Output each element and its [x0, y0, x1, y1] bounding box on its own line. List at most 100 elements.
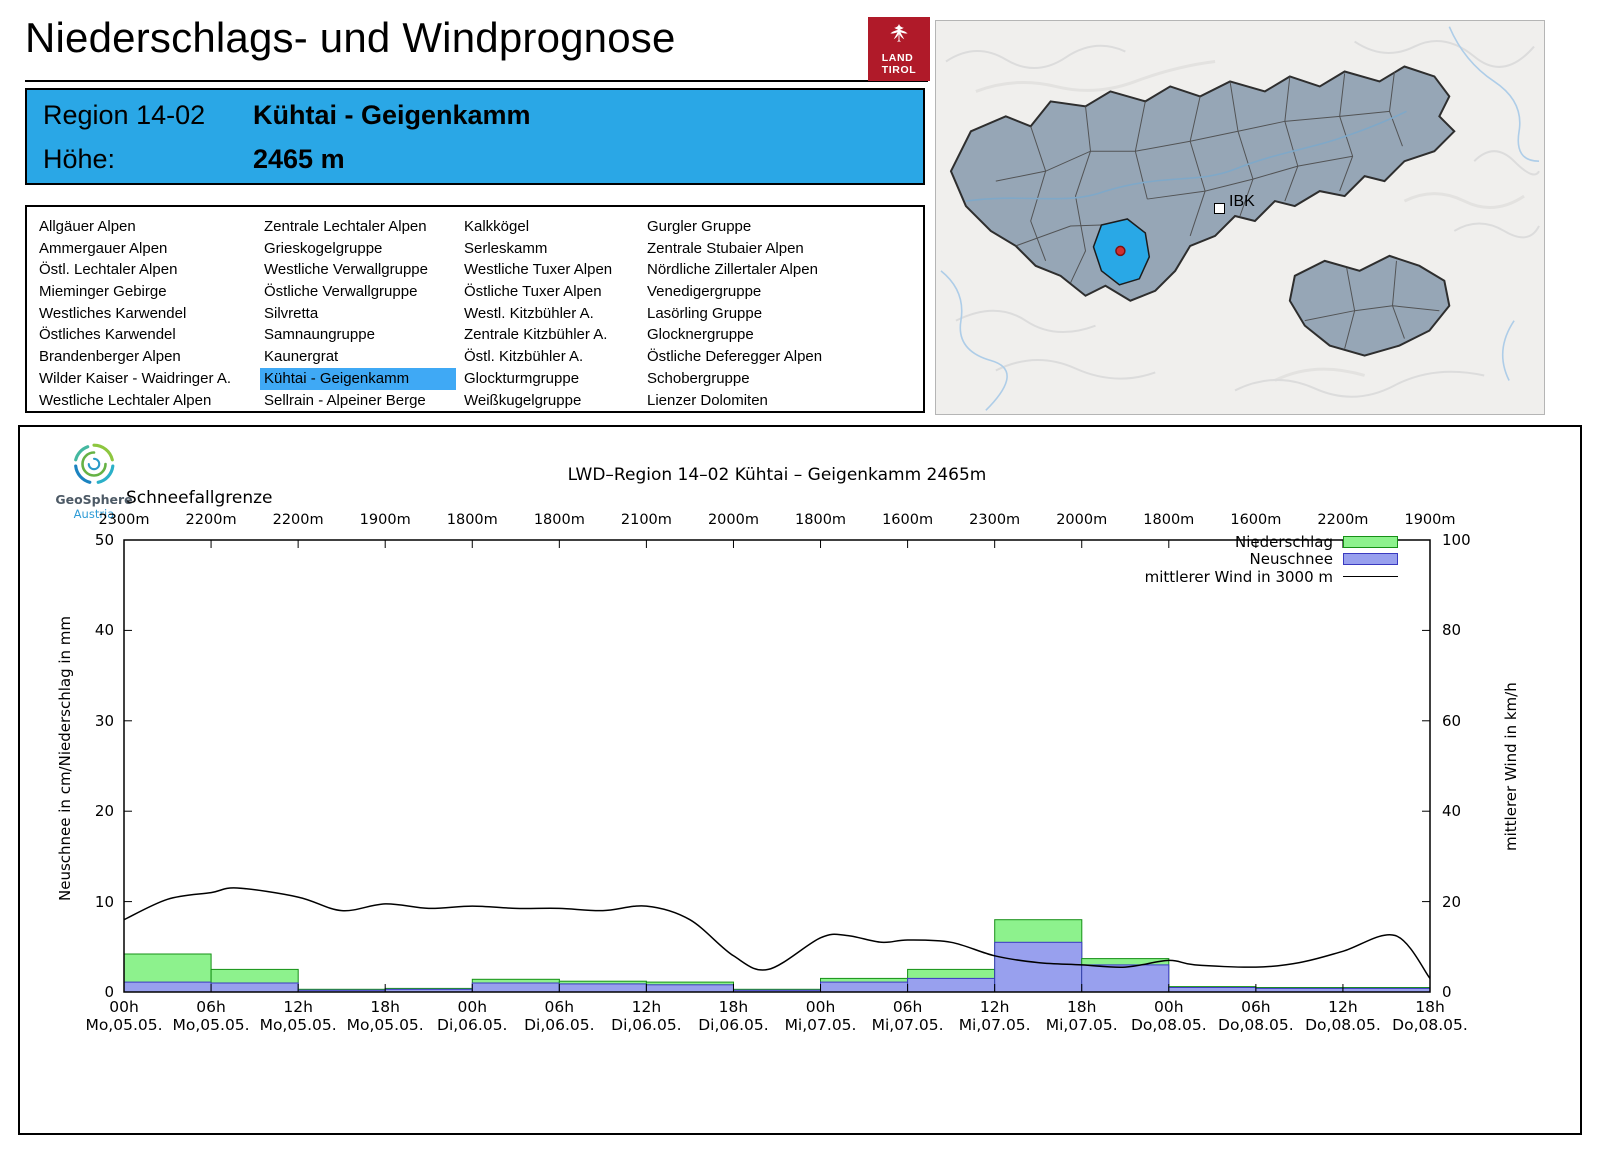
region-list-item[interactable]: Serleskamm: [464, 239, 548, 257]
y-tick-left: 20: [94, 802, 114, 821]
geosphere-sub: Austria: [73, 507, 115, 521]
snowline-value: 1600m: [1230, 512, 1282, 528]
region-list-item[interactable]: Zentrale Kitzbühler A.: [464, 326, 608, 344]
region-list-item[interactable]: Westl. Kitzbühler A.: [464, 304, 594, 322]
inn-river: [965, 110, 1407, 202]
station-marker: [1115, 245, 1126, 257]
y-tick-left: 30: [94, 711, 114, 730]
y-tick-right: 20: [1442, 892, 1462, 911]
chart-legend: Niederschlag Neuschnee mittlerer Wind in…: [1145, 533, 1398, 586]
region-list-item[interactable]: Westliches Karwendel: [39, 304, 187, 322]
region-list-item[interactable]: Östliche Tuxer Alpen: [464, 283, 602, 301]
legend-label-neuschnee: Neuschnee: [1249, 550, 1334, 569]
snowline-value: 2200m: [272, 512, 324, 528]
region-list-item[interactable]: Östliches Karwendel: [39, 326, 176, 344]
region-list-item[interactable]: Kalkkögel: [464, 218, 530, 235]
region-list-item[interactable]: Zentrale Stubaier Alpen: [647, 239, 804, 257]
y-tick-left: 0: [104, 983, 114, 1001]
region-list-item[interactable]: Glocknergruppe: [647, 326, 754, 344]
region-list-item[interactable]: Mieminger Gebirge: [39, 283, 167, 301]
snowline-value: 1800m: [1143, 512, 1195, 528]
y-tick-right: 60: [1442, 711, 1462, 730]
region-list-item[interactable]: Allgäuer Alpen: [39, 218, 136, 235]
y-tick-left: 10: [94, 892, 114, 911]
region-list-item-selected[interactable]: Kühtai - Geigenkamm: [260, 367, 456, 390]
region-list-item[interactable]: Grieskogelgruppe: [264, 239, 383, 257]
region-list-item[interactable]: Östl. Lechtaler Alpen: [39, 261, 178, 279]
tirol-logo-text: LAND TIROL: [881, 51, 917, 76]
region-list-item[interactable]: Samnaungruppe: [264, 326, 375, 344]
legend-label-wind: mittlerer Wind in 3000 m: [1144, 567, 1333, 586]
region-column-4: Gurgler Gruppe Zentrale Stubaier Alpen Nör…: [643, 216, 915, 411]
land-tirol-logo: LAND TIROL: [868, 17, 930, 81]
snowline-value: 1800m: [533, 512, 585, 528]
snowline-value: 2300m: [969, 512, 1021, 528]
geosphere-name: GeoSphere: [55, 492, 133, 507]
x-tick-label: 06h Mi,07.05.: [871, 998, 944, 1034]
x-tick-label: 18h Mi,07.05.: [1045, 998, 1118, 1034]
region-list-item[interactable]: Östliche Verwallgruppe: [264, 283, 418, 301]
region-list-item[interactable]: Westliche Verwallgruppe: [264, 261, 428, 279]
region-list-item[interactable]: Brandenberger Alpen: [39, 348, 181, 366]
legend-label-niederschlag: Niederschlag: [1235, 532, 1333, 551]
region-list-item[interactable]: Wilder Kaiser - Waidringer A.: [39, 369, 231, 387]
snowline-value: 2000m: [707, 512, 759, 528]
region-list-item[interactable]: Venedigergruppe: [647, 283, 762, 301]
tirol-map-svg: [936, 21, 1544, 414]
region-list-item[interactable]: Silvretta: [264, 304, 319, 322]
region-list-item[interactable]: Glockturmgruppe: [464, 369, 580, 387]
x-tick-label: 12h Di,06.05.: [611, 998, 682, 1034]
legend-swatch-niederschlag: [1343, 535, 1398, 548]
region-list-item[interactable]: Schobergruppe: [647, 369, 750, 387]
snowline-value: 2100m: [620, 512, 672, 528]
region-list-item[interactable]: Lienzer Dolomiten: [647, 391, 768, 409]
x-tick-label: 12h Mo,05.05.: [259, 998, 337, 1034]
region-list-item[interactable]: Ammergauer Alpen: [39, 239, 168, 257]
region-list-item[interactable]: Gurgler Gruppe: [647, 218, 752, 235]
snowline-value: 1600m: [882, 512, 934, 528]
tirol-map[interactable]: IBK: [935, 20, 1545, 415]
ibk-marker: [1214, 203, 1225, 214]
x-tick-label: 18h Di,06.05.: [698, 998, 769, 1034]
region-list-item[interactable]: Weißkugelgruppe: [464, 391, 582, 409]
altitude-label: Höhe:: [43, 144, 116, 174]
snowline-value: 2200m: [185, 512, 237, 528]
legend-line-wind: [1343, 576, 1398, 578]
region-list-item[interactable]: Östliche Deferegger Alpen: [647, 348, 823, 366]
y-tick-right: 80: [1442, 621, 1462, 640]
tirol-eagle-icon: [886, 22, 912, 50]
snowline-value: 1800m: [446, 512, 498, 528]
forecast-chart: GeoSphere Austria LWD–Region 14–02 Kühta…: [18, 425, 1582, 1135]
x-tick-label: 00h Di,06.05.: [437, 998, 508, 1034]
page-title: Niederschlags- und Windprognose: [25, 14, 676, 61]
river-lines: [940, 26, 1540, 411]
y-tick-right: 40: [1442, 802, 1462, 821]
title-divider: [25, 80, 928, 82]
region-list-item[interactable]: Sellrain - Alpeiner Berge: [264, 391, 426, 409]
region-list-item[interactable]: Westliche Lechtaler Alpen: [39, 391, 212, 409]
ibk-label: IBK: [1229, 193, 1255, 210]
y-tick-right: 100: [1442, 531, 1471, 549]
snowline-value: 2000m: [1056, 512, 1108, 528]
snowline-label: Schneefallgrenze: [126, 488, 273, 508]
region-list-item[interactable]: Westliche Tuxer Alpen: [464, 261, 613, 279]
region-list-item[interactable]: Lasörling Gruppe: [647, 304, 763, 322]
region-list-item[interactable]: Kaunergrat: [264, 348, 339, 366]
x-tick-label: 12h Do,08.05.: [1305, 998, 1381, 1034]
legend-swatch-neuschnee: [1343, 553, 1398, 566]
x-tick-label: 06h Mo,05.05.: [172, 998, 250, 1034]
region-list-item[interactable]: Zentrale Lechtaler Alpen: [264, 218, 427, 235]
snowline-value: 2300m: [98, 512, 150, 528]
region-list-item[interactable]: Nördliche Zillertaler Alpen: [647, 261, 818, 279]
region-list-item[interactable]: Östl. Kitzbühler A.: [464, 348, 584, 366]
region-column-1: Allgäuer Alpen Ammergauer Alpen Östl. Lech…: [35, 216, 253, 411]
snowline-value: 1800m: [795, 512, 847, 528]
x-tick-label: 06h Do,08.05.: [1218, 998, 1294, 1034]
region-column-3: Kalkkögel Serleskamm Westliche Tuxer Alpen…: [460, 216, 638, 411]
chart-title: LWD–Region 14–02 Kühtai – Geigenkamm 246…: [567, 465, 987, 485]
region-header: Region 14-02 Kühtai - Geigenkamm Höhe: 2…: [25, 88, 925, 185]
snowline-value: 2200m: [1317, 512, 1369, 528]
y-tick-left: 50: [94, 531, 114, 549]
x-tick-label: 06h Di,06.05.: [524, 998, 595, 1034]
